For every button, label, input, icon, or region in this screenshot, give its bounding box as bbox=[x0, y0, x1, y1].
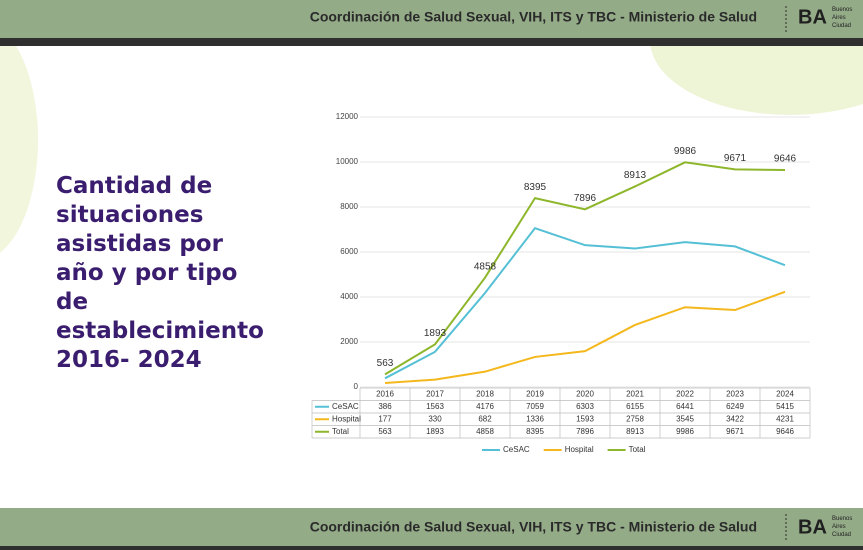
logo: BA bbox=[798, 6, 827, 28]
legend-label: CeSAC bbox=[503, 445, 530, 454]
x-tick-label: 2016 bbox=[376, 389, 394, 398]
x-tick-label: 2024 bbox=[776, 389, 794, 398]
data-label: 563 bbox=[377, 358, 394, 369]
data-label: 7896 bbox=[574, 193, 597, 204]
logo-text: Buenos Aires Ciudad bbox=[832, 516, 853, 538]
table-cell: 563 bbox=[378, 427, 392, 436]
table-cell: 386 bbox=[378, 402, 392, 411]
legend-label: Hospital bbox=[565, 445, 594, 454]
logo-text-box: Buenos Aires Ciudad bbox=[832, 7, 853, 29]
footer-text: Coordinación de Salud Sexual, VIH, ITS y… bbox=[310, 519, 757, 535]
table-cell: 6155 bbox=[626, 402, 644, 411]
table-cell: 177 bbox=[378, 414, 392, 423]
data-label: 1893 bbox=[424, 328, 447, 339]
x-tick-label: 2023 bbox=[726, 389, 744, 398]
data-label: 9646 bbox=[774, 154, 797, 165]
y-tick-label: 12000 bbox=[336, 112, 359, 121]
table-cell: 682 bbox=[478, 414, 492, 423]
footer-band bbox=[0, 508, 863, 550]
y-tick-label: 6000 bbox=[340, 247, 358, 256]
y-tick-label: 8000 bbox=[340, 202, 358, 211]
table-cell: 6303 bbox=[576, 402, 594, 411]
table-cell: 330 bbox=[428, 414, 442, 423]
table-cell: 6441 bbox=[676, 402, 694, 411]
table-cell: 3545 bbox=[676, 414, 694, 423]
table-cell: 1893 bbox=[426, 427, 444, 436]
line-series bbox=[384, 161, 786, 376]
table-cell: 8913 bbox=[626, 427, 644, 436]
logo-text-box: Buenos Aires Ciudad bbox=[832, 516, 853, 538]
logo-text: Buenos Aires Ciudad bbox=[832, 7, 853, 29]
data-label: 9986 bbox=[674, 146, 697, 157]
decor-shape bbox=[0, 27, 38, 253]
y-tick-label: 0 bbox=[354, 382, 359, 391]
table-cell: 2758 bbox=[626, 414, 644, 423]
data-label: 8395 bbox=[524, 182, 547, 193]
table-cell: 3422 bbox=[726, 414, 744, 423]
y-tick-label: 2000 bbox=[340, 337, 358, 346]
table-cell: 4858 bbox=[476, 427, 494, 436]
table-cell: 8395 bbox=[526, 427, 544, 436]
y-tick-label: 4000 bbox=[340, 292, 358, 301]
table-cell: 4176 bbox=[476, 402, 494, 411]
x-tick-label: 2021 bbox=[626, 389, 644, 398]
data-label: 8913 bbox=[624, 170, 647, 181]
table-cell: 4231 bbox=[776, 414, 794, 423]
header-rule bbox=[0, 38, 863, 46]
logo: BA bbox=[798, 516, 827, 538]
x-tick-label: 2018 bbox=[476, 389, 494, 398]
table-cell: 5415 bbox=[776, 402, 794, 411]
header-band bbox=[0, 0, 863, 38]
line-series bbox=[384, 226, 786, 380]
table-row-name: CeSAC bbox=[332, 402, 359, 411]
line-series bbox=[384, 290, 786, 385]
slide-title: Cantidad de situaciones asistidas por añ… bbox=[56, 173, 264, 373]
header-text: Coordinación de Salud Sexual, VIH, ITS y… bbox=[310, 9, 757, 25]
x-tick-label: 2019 bbox=[526, 389, 544, 398]
y-tick-label: 10000 bbox=[336, 157, 359, 166]
table-cell: 6249 bbox=[726, 402, 744, 411]
data-label: 4858 bbox=[474, 261, 497, 272]
data-label: 9671 bbox=[724, 153, 747, 164]
table-cell: 9671 bbox=[726, 427, 744, 436]
table-cell: 1563 bbox=[426, 402, 444, 411]
table-cell: 9646 bbox=[776, 427, 794, 436]
table-cell: 1336 bbox=[526, 414, 544, 423]
x-tick-label: 2020 bbox=[576, 389, 594, 398]
table-row-name: Hospital bbox=[332, 414, 361, 423]
table-cell: 9986 bbox=[676, 427, 694, 436]
x-tick-label: 2022 bbox=[676, 389, 694, 398]
table-cell: 1593 bbox=[576, 414, 594, 423]
table-row-name: Total bbox=[332, 427, 349, 436]
x-tick-label: 2017 bbox=[426, 389, 444, 398]
table-cell: 7059 bbox=[526, 402, 544, 411]
table-cell: 7896 bbox=[576, 427, 594, 436]
legend-label: Total bbox=[629, 445, 646, 454]
footer-rule bbox=[0, 546, 863, 550]
